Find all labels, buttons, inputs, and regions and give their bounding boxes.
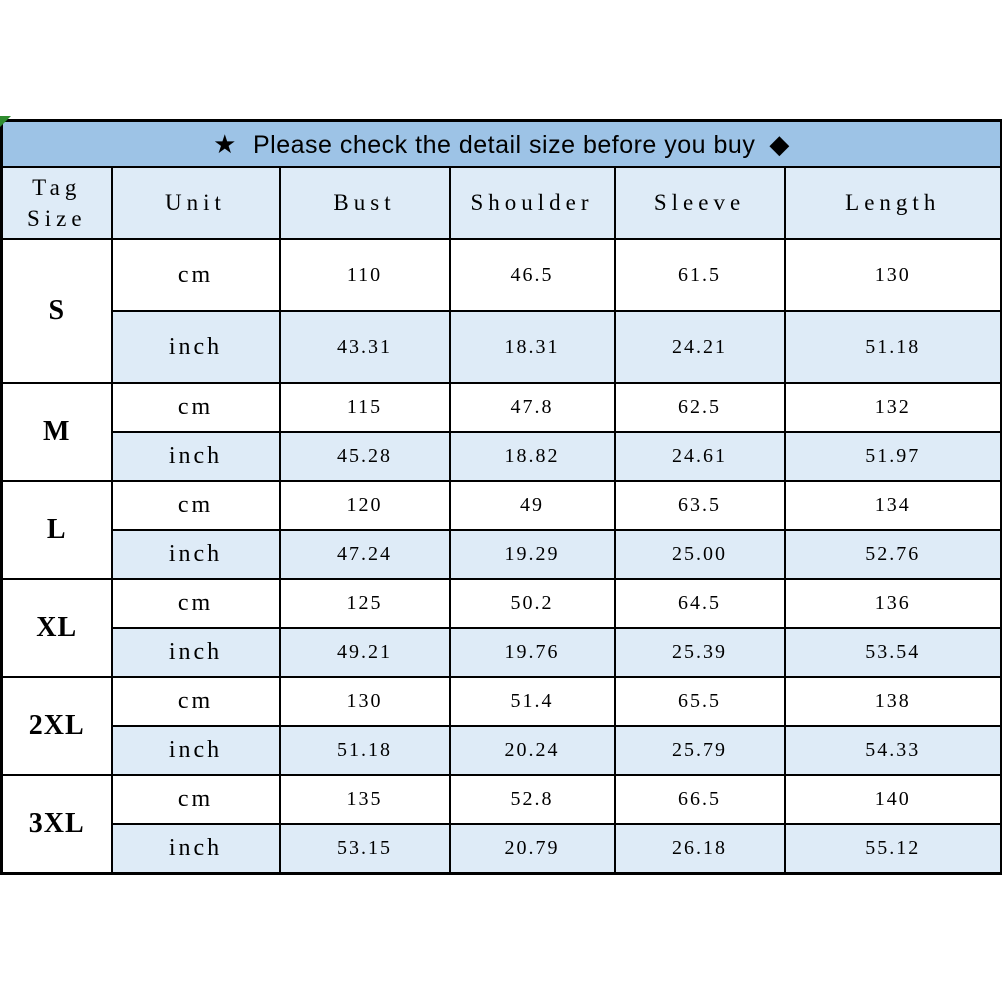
measurement-cell: 136: [783, 578, 1002, 629]
measurement-cell: 49.21: [278, 627, 451, 678]
header-shoulder: Shoulder: [448, 166, 616, 240]
measurement-cell: 19.76: [448, 627, 616, 678]
measurement-cell: 65.5: [613, 676, 786, 727]
unit-cell: inch: [110, 823, 281, 875]
unit-cell: cm: [110, 578, 281, 629]
measurement-cell: 49: [448, 480, 616, 531]
measurement-cell: 110: [278, 238, 451, 312]
table-row-2xl-cm: 2XL cm 130 51.4 65.5 138: [0, 676, 1002, 776]
measurement-cell: 18.31: [448, 310, 616, 384]
table-row-2xl-inch: inch 51.18 20.24 25.79 54.33: [2, 725, 1002, 776]
measurement-cell: 20.24: [448, 725, 616, 776]
measurement-cell: 53.54: [783, 627, 1002, 678]
banner-text: Please check the detail size before you …: [252, 130, 756, 159]
measurement-cell: 130: [278, 676, 451, 727]
measurement-cell: 25.79: [613, 725, 786, 776]
banner-cell: ★ Please check the detail size before you…: [0, 119, 1002, 168]
size-label-cell: L: [0, 480, 113, 580]
header-row: Tag Size Unit Bust Shoulder Sleeve Lengt…: [0, 166, 1002, 240]
unit-cell: inch: [110, 725, 281, 776]
unit-cell: inch: [110, 431, 281, 482]
header-sleeve: Sleeve: [613, 166, 786, 240]
unit-cell: cm: [110, 480, 281, 531]
measurement-cell: 25.39: [613, 627, 786, 678]
size-chart-table: ★ Please check the detail size before you…: [0, 119, 1002, 875]
header-length: Length: [783, 166, 1002, 240]
measurement-cell: 50.2: [448, 578, 616, 629]
unit-cell: inch: [110, 310, 281, 384]
measurement-cell: 25.00: [613, 529, 786, 580]
banner-row: ★ Please check the detail size before you…: [0, 119, 1002, 168]
table-row-l-inch: inch 47.24 19.29 25.00 52.76: [2, 529, 1002, 580]
measurement-cell: 47.8: [448, 382, 616, 433]
measurement-cell: 52.76: [783, 529, 1002, 580]
table-row-3xl-inch: inch 53.15 20.79 26.18 55.12: [2, 823, 1002, 875]
table-row-s-inch: inch 43.31 18.31 24.21 51.18: [2, 310, 1002, 384]
unit-cell: inch: [110, 627, 281, 678]
unit-cell: cm: [110, 774, 281, 825]
corner-marker-icon: [0, 116, 11, 127]
star-icon: ★: [213, 128, 237, 159]
measurement-cell: 51.4: [448, 676, 616, 727]
header-unit: Unit: [110, 166, 281, 240]
header-tag-size: Tag Size: [0, 166, 113, 240]
measurement-cell: 54.33: [783, 725, 1002, 776]
measurement-cell: 51.97: [783, 431, 1002, 482]
unit-cell: cm: [110, 382, 281, 433]
measurement-cell: 52.8: [448, 774, 616, 825]
measurement-cell: 18.82: [448, 431, 616, 482]
measurement-cell: 51.18: [278, 725, 451, 776]
measurement-cell: 115: [278, 382, 451, 433]
measurement-cell: 51.18: [783, 310, 1002, 384]
table-row-xl-cm: XL cm 125 50.2 64.5 136: [0, 578, 1002, 678]
unit-cell: cm: [110, 238, 281, 312]
size-label-cell: S: [0, 238, 113, 384]
size-label-cell: 3XL: [0, 774, 113, 875]
table-row-3xl-cm: 3XL cm 135 52.8 66.5 140: [0, 774, 1002, 875]
measurement-cell: 125: [278, 578, 451, 629]
header-tag-line1: Tag: [32, 174, 82, 200]
measurement-cell: 53.15: [278, 823, 451, 875]
size-label-cell: 2XL: [0, 676, 113, 776]
measurement-cell: 24.61: [613, 431, 786, 482]
header-tag-line2: Size: [26, 206, 87, 231]
measurement-cell: 63.5: [613, 480, 786, 531]
measurement-cell: 138: [783, 676, 1002, 727]
measurement-cell: 132: [783, 382, 1002, 433]
measurement-cell: 66.5: [613, 774, 786, 825]
measurement-cell: 64.5: [613, 578, 786, 629]
measurement-cell: 135: [278, 774, 451, 825]
measurement-cell: 62.5: [613, 382, 786, 433]
measurement-cell: 134: [783, 480, 1002, 531]
measurement-cell: 43.31: [278, 310, 451, 384]
measurement-cell: 20.79: [448, 823, 616, 875]
measurement-cell: 24.21: [613, 310, 786, 384]
unit-cell: cm: [110, 676, 281, 727]
size-label-cell: XL: [0, 578, 113, 678]
measurement-cell: 140: [783, 774, 1002, 825]
header-bust: Bust: [278, 166, 451, 240]
measurement-cell: 61.5: [613, 238, 786, 312]
table-row-m-inch: inch 45.28 18.82 24.61 51.97: [2, 431, 1002, 482]
size-label-cell: M: [0, 382, 113, 482]
measurement-cell: 55.12: [783, 823, 1002, 875]
measurement-cell: 120: [278, 480, 451, 531]
measurement-cell: 26.18: [613, 823, 786, 875]
table-row-xl-inch: inch 49.21 19.76 25.39 53.54: [2, 627, 1002, 678]
diamond-icon: ◆: [769, 128, 790, 159]
measurement-cell: 47.24: [278, 529, 451, 580]
unit-cell: inch: [110, 529, 281, 580]
measurement-cell: 46.5: [448, 238, 616, 312]
measurement-cell: 45.28: [278, 431, 451, 482]
measurement-cell: 130: [783, 238, 1002, 312]
measurement-cell: 19.29: [448, 529, 616, 580]
